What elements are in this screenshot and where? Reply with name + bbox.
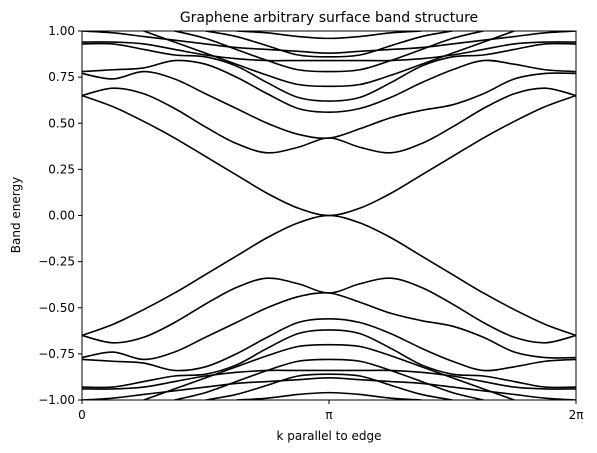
band-line-18 [174, 358, 484, 400]
band-line-17 [174, 31, 484, 73]
x-tick-label: 0 [78, 408, 86, 422]
band-line-22 [236, 391, 422, 400]
y-tick-label: −0.75 [38, 347, 75, 361]
x-tick-label: π [325, 408, 332, 422]
x-axis-label: k parallel to edge [276, 429, 381, 443]
y-tick-label: −0.25 [38, 255, 75, 269]
y-axis-label: Band energy [9, 177, 23, 253]
band-line-3 [82, 87, 576, 154]
band-line-10 [82, 329, 576, 389]
y-tick-label: 1.00 [48, 24, 75, 38]
band-line-15 [143, 31, 515, 88]
band-line-19 [205, 31, 453, 58]
tick-layer: 0 π 2π 1.00 0.75 0.50 0.25 0.00 −0.25 −0.50 −0.75 −… [38, 24, 583, 422]
chart-title: Graphene arbitrary surface band structur… [180, 10, 478, 26]
band-line-14 [82, 377, 576, 400]
band-line-20 [205, 373, 453, 400]
band-line-7 [82, 59, 576, 113]
x-tick-label: 2π [569, 408, 584, 422]
band-line-5 [82, 70, 576, 140]
y-tick-label: −0.50 [38, 301, 75, 315]
band-line-12 [82, 369, 576, 390]
y-tick-label: −1.00 [38, 393, 75, 407]
series-layer [82, 31, 576, 400]
plot-frame [81, 30, 577, 401]
y-tick-label: 0.50 [48, 116, 75, 130]
band-line-16 [143, 343, 515, 400]
band-line-13 [82, 31, 576, 54]
band-line-21 [236, 31, 422, 40]
y-tick-label: 0.75 [48, 70, 75, 84]
y-tick-label: 0.25 [48, 162, 75, 176]
band-line-11 [82, 41, 576, 62]
band-line-4 [82, 277, 576, 344]
band-line-9 [82, 42, 576, 102]
band-line-8 [82, 318, 576, 372]
band-line-1 [82, 94, 576, 217]
band-line-6 [82, 291, 576, 361]
band-line-2 [82, 214, 576, 337]
y-tick-label: 0.00 [48, 209, 75, 223]
